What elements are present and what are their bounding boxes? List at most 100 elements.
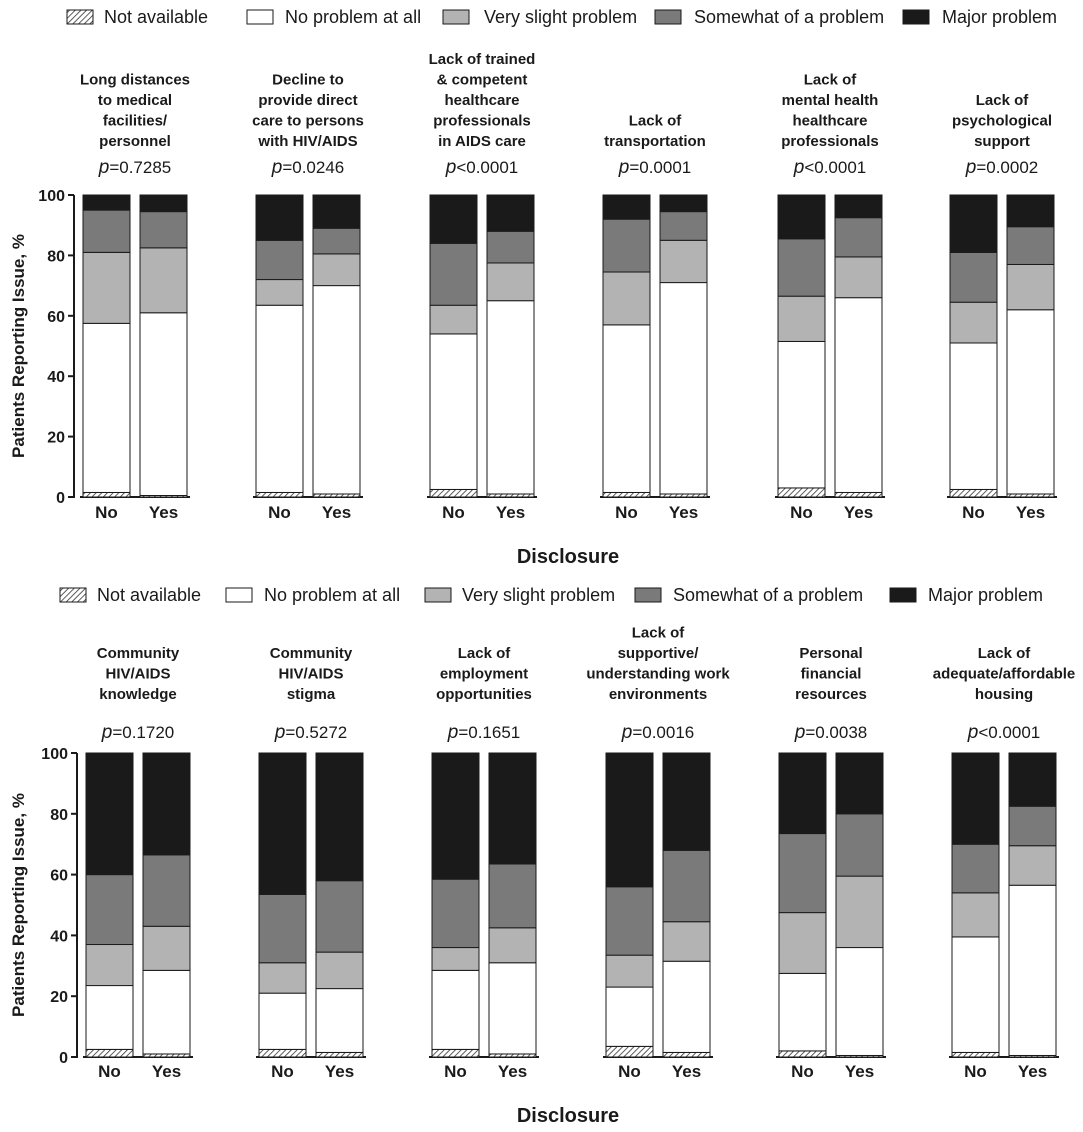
bar-segment-na <box>834 491 883 498</box>
category-label-yes: Yes <box>152 1062 181 1081</box>
bar-segment-somewhat <box>258 893 307 964</box>
group-title-line: support <box>974 133 1030 150</box>
p-number: =0.1720 <box>112 723 174 742</box>
category-label-yes: Yes <box>322 503 351 522</box>
p-value-label: p=0.1720 <box>101 722 175 743</box>
bar-segment-na <box>951 1051 1000 1058</box>
bar-segment-somewhat <box>431 878 480 949</box>
group-title-line: knowledge <box>99 686 177 703</box>
p-number: <0.0001 <box>804 158 866 177</box>
bar-segment-na <box>602 491 651 498</box>
y-tick-label: 40 <box>50 928 68 945</box>
bar-group: Lack of mental health healthcare profession… <box>775 72 885 522</box>
group-title-line: care to persons <box>252 113 364 130</box>
bar-segment-none <box>951 936 1000 1053</box>
category-label-yes: Yes <box>844 503 873 522</box>
bar-segment-major <box>139 194 188 213</box>
bar-group: Decline to provide direct care to persons w… <box>252 72 364 523</box>
bar-segment-slight <box>258 962 307 994</box>
group-title-line: housing <box>975 686 1033 703</box>
category-label-no: No <box>962 503 985 522</box>
legend-label-na: Not available <box>97 585 201 605</box>
bar-segment-major <box>605 752 654 888</box>
bar-segment-somewhat <box>777 238 826 297</box>
legend-swatch-slight <box>424 587 452 603</box>
bar-segment-none <box>142 969 191 1055</box>
y-tick-label: 0 <box>56 490 65 507</box>
bar-segment-major <box>951 752 1000 845</box>
bar-segment-none <box>85 985 134 1050</box>
group-title-line: financial <box>801 666 862 683</box>
group-title-line: transportation <box>604 133 706 150</box>
category-label-no: No <box>95 503 118 522</box>
group-title-line: resources <box>795 686 867 703</box>
bar-segment-none <box>488 962 537 1055</box>
group-title-line: healthcare <box>444 92 519 109</box>
p-value-label: p=0.0038 <box>794 722 868 743</box>
bar-segment-somewhat <box>951 843 1000 894</box>
bar-segment-none <box>835 947 884 1056</box>
bar-group: Lack of transportation p=0.0001 No Yes <box>600 113 710 522</box>
bar-segment-none <box>258 992 307 1050</box>
group-title-line: provide direct <box>258 92 357 109</box>
category-label-no: No <box>268 503 291 522</box>
group-title-line: Decline to <box>272 72 344 89</box>
p-symbol: p <box>965 157 977 178</box>
bar-segment-none <box>139 312 188 496</box>
legend-swatch-none <box>246 9 274 25</box>
legend-label-somewhat: Somewhat of a problem <box>694 7 884 27</box>
category-label-yes: Yes <box>1018 1062 1047 1081</box>
p-symbol: p <box>447 722 459 743</box>
bar-segment-major <box>82 194 131 211</box>
bar-segment-na <box>315 1051 364 1058</box>
bar-segment-slight <box>139 247 188 314</box>
p-value-label: p=0.1651 <box>447 722 521 743</box>
bar-segment-major <box>778 752 827 835</box>
bar-segment-somewhat <box>602 218 651 273</box>
category-label-no: No <box>442 503 465 522</box>
group-title-line: stigma <box>287 686 336 703</box>
bar-segment-none <box>312 285 361 495</box>
group-title-line: Community <box>97 645 180 662</box>
group-title-line: Long distances <box>80 72 190 89</box>
p-symbol: p <box>274 722 286 743</box>
bar-segment-major <box>85 752 134 876</box>
p-number: <0.0001 <box>456 158 518 177</box>
bar-segment-somewhat <box>1008 805 1057 847</box>
p-value-label: p=0.0002 <box>965 157 1039 178</box>
p-value-label: p<0.0001 <box>445 157 519 178</box>
bar-segment-slight <box>1008 845 1057 886</box>
p-number: =0.0001 <box>629 158 691 177</box>
category-label-yes: Yes <box>149 503 178 522</box>
bar-segment-none <box>82 322 131 493</box>
y-tick-label: 100 <box>41 746 68 763</box>
p-symbol: p <box>621 722 633 743</box>
bar-segment-na <box>258 1048 307 1058</box>
group-title-line: opportunities <box>436 686 532 703</box>
bar-segment-na <box>431 1048 480 1058</box>
bar-segment-na <box>85 1048 134 1058</box>
group-title-line: healthcare <box>792 113 867 130</box>
group-title-line: psychological <box>952 113 1052 130</box>
bar-group: Lack of trained & competent healthcare prof… <box>427 51 537 522</box>
bar-segment-major <box>315 752 364 882</box>
group-title-line: supportive/ <box>618 645 700 662</box>
bar-segment-na <box>949 488 998 498</box>
bar-segment-none <box>602 324 651 493</box>
bar-segment-slight <box>85 944 134 987</box>
group-title-line: Lack of <box>804 72 858 89</box>
p-number: =0.0038 <box>805 723 867 742</box>
bar-segment-slight <box>312 253 361 287</box>
group-title-line: Lack of <box>458 645 512 662</box>
bar-segment-none <box>1008 884 1057 1056</box>
bar-segment-slight <box>949 301 998 344</box>
bar-segment-slight <box>82 251 131 324</box>
chart-panel-2: Not available No problem at all Very sligh… <box>9 585 1075 1127</box>
y-tick-label: 20 <box>47 430 65 447</box>
bar-group: Lack of supportive/understanding work envi… <box>586 625 730 1082</box>
p-symbol: p <box>98 157 110 178</box>
legend-label-major: Major problem <box>942 7 1057 27</box>
group-title-line: environments <box>609 686 707 703</box>
bar-segment-none <box>429 333 478 490</box>
bar-segment-major <box>1008 752 1057 807</box>
